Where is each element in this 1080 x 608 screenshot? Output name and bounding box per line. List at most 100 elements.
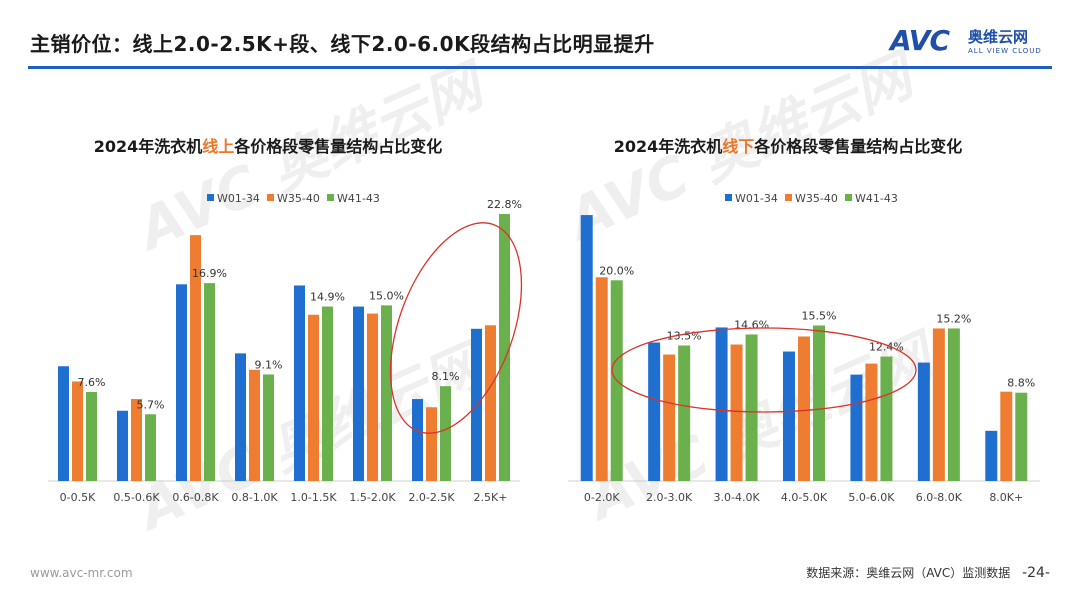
title-underline: [28, 66, 1052, 69]
bar-w35-40: [308, 314, 319, 481]
x-tick-label: 0-0.5K: [60, 491, 96, 504]
bar-w41-43: [381, 305, 392, 481]
brand-logo-text: AVC: [890, 24, 950, 57]
data-label: 14.9%: [310, 291, 345, 304]
bar-w41-43: [86, 392, 97, 481]
bar-w41-43: [145, 414, 156, 481]
bar-w35-40: [367, 313, 378, 481]
legend-swatch: [725, 194, 732, 201]
legend-swatch: [267, 194, 274, 201]
data-label: 20.0%: [599, 264, 634, 277]
highlight-ellipse: [389, 222, 523, 434]
chart-title: 2024年洗衣机线上各价格段零售量结构占比变化: [94, 137, 443, 156]
data-label: 12.4%: [869, 341, 904, 354]
bar-w41-43: [947, 328, 960, 481]
bar-w41-43: [678, 345, 691, 481]
legend-label: W35-40: [277, 192, 320, 205]
bar-w41-43: [745, 334, 758, 481]
legend-label: W41-43: [855, 192, 898, 205]
bar-w01-34: [353, 306, 364, 481]
x-tick-label: 0.5-0.6K: [113, 491, 160, 504]
x-tick-label: 4.0-5.0K: [781, 491, 828, 504]
data-label: 8.1%: [432, 370, 460, 383]
bar-w01-34: [985, 430, 998, 481]
chart-title: 2024年洗衣机线下各价格段零售量结构占比变化: [614, 137, 963, 156]
bar-w01-34: [917, 362, 930, 481]
data-label: 16.9%: [192, 267, 227, 280]
bar-w01-34: [783, 351, 795, 481]
brand-logo: AVC 奥维云网 ALL VIEW CLOUD: [890, 24, 1050, 60]
legend-swatch: [845, 194, 852, 201]
source-text: 数据来源：奥维云网（AVC）监测数据: [806, 566, 1011, 580]
bar-w41-43: [204, 283, 215, 481]
x-tick-label: 0.8-1.0K: [231, 491, 278, 504]
footer-source: 数据来源：奥维云网（AVC）监测数据 -24-: [806, 564, 1050, 581]
watermark: AVC 奥维云网: [126, 51, 499, 265]
bar-w41-43: [813, 325, 825, 481]
footer-url: www.avc-mr.com: [30, 566, 133, 580]
x-tick-label: 0.6-0.8K: [172, 491, 219, 504]
legend-label: W35-40: [795, 192, 838, 205]
brand-name-cn: 奥维云网: [968, 28, 1029, 46]
x-tick-label: 2.0-3.0K: [646, 491, 693, 504]
data-label: 15.5%: [802, 309, 837, 322]
data-label: 15.2%: [936, 312, 971, 325]
bar-w01-34: [648, 342, 661, 481]
svg-text:AVC 奥维云网: AVC 奥维云网: [126, 51, 499, 265]
bar-w41-43: [880, 356, 893, 481]
bar-w35-40: [72, 381, 83, 481]
bar-w41-43: [322, 306, 333, 481]
bar-w01-34: [176, 284, 187, 481]
page-number: -24-: [1022, 565, 1050, 581]
bar-w35-40: [426, 407, 437, 481]
bar-w35-40: [190, 235, 201, 481]
data-label: 14.6%: [734, 318, 769, 331]
bar-w01-34: [294, 285, 305, 481]
page-title: 主销价位：线上2.0-2.5K+段、线下2.0-6.0K段结构占比明显提升: [30, 32, 655, 56]
bar-w41-43: [499, 214, 510, 482]
bar-w01-34: [580, 215, 593, 481]
bar-w35-40: [249, 369, 260, 481]
bar-w35-40: [663, 354, 676, 481]
bar-w01-34: [58, 366, 69, 481]
bar-w01-34: [235, 353, 246, 481]
data-label: 15.0%: [369, 289, 404, 302]
bar-w35-40: [730, 344, 743, 481]
bar-w41-43: [1015, 392, 1028, 481]
x-tick-label: 1.5-2.0K: [349, 491, 396, 504]
bar-w35-40: [932, 328, 945, 481]
x-tick-label: 0-2.0K: [584, 491, 620, 504]
bar-w35-40: [595, 277, 608, 481]
data-label: 5.7%: [137, 398, 165, 411]
x-tick-label: 5.0-6.0K: [848, 491, 895, 504]
bar-w01-34: [412, 399, 423, 481]
x-tick-label: 2.5K+: [474, 491, 508, 504]
brand-name-en: ALL VIEW CLOUD: [968, 47, 1042, 55]
highlight-ellipse: [611, 327, 917, 413]
x-tick-label: 1.0-1.5K: [290, 491, 337, 504]
x-tick-label: 2.0-2.5K: [408, 491, 455, 504]
data-label: 8.8%: [1007, 377, 1035, 390]
x-tick-label: 6.0-8.0K: [916, 491, 963, 504]
bar-w35-40: [798, 336, 810, 481]
legend-swatch: [327, 194, 334, 201]
bar-w41-43: [263, 374, 274, 481]
bar-w35-40: [131, 399, 142, 481]
legend-label: W41-43: [337, 192, 380, 205]
bar-w01-34: [715, 327, 728, 481]
bar-w01-34: [850, 374, 863, 481]
bar-w41-43: [440, 386, 451, 481]
x-tick-label: 3.0-4.0K: [713, 491, 760, 504]
bar-w35-40: [485, 325, 496, 481]
legend-label: W01-34: [217, 192, 260, 205]
bar-w35-40: [865, 363, 878, 481]
x-tick-label: 8.0K+: [989, 491, 1023, 504]
bar-w35-40: [1000, 391, 1013, 481]
legend-label: W01-34: [735, 192, 778, 205]
data-label: 7.6%: [78, 376, 106, 389]
data-label: 9.1%: [255, 358, 283, 371]
legend-swatch: [785, 194, 792, 201]
legend-swatch: [207, 194, 214, 201]
data-label: 22.8%: [487, 198, 522, 211]
